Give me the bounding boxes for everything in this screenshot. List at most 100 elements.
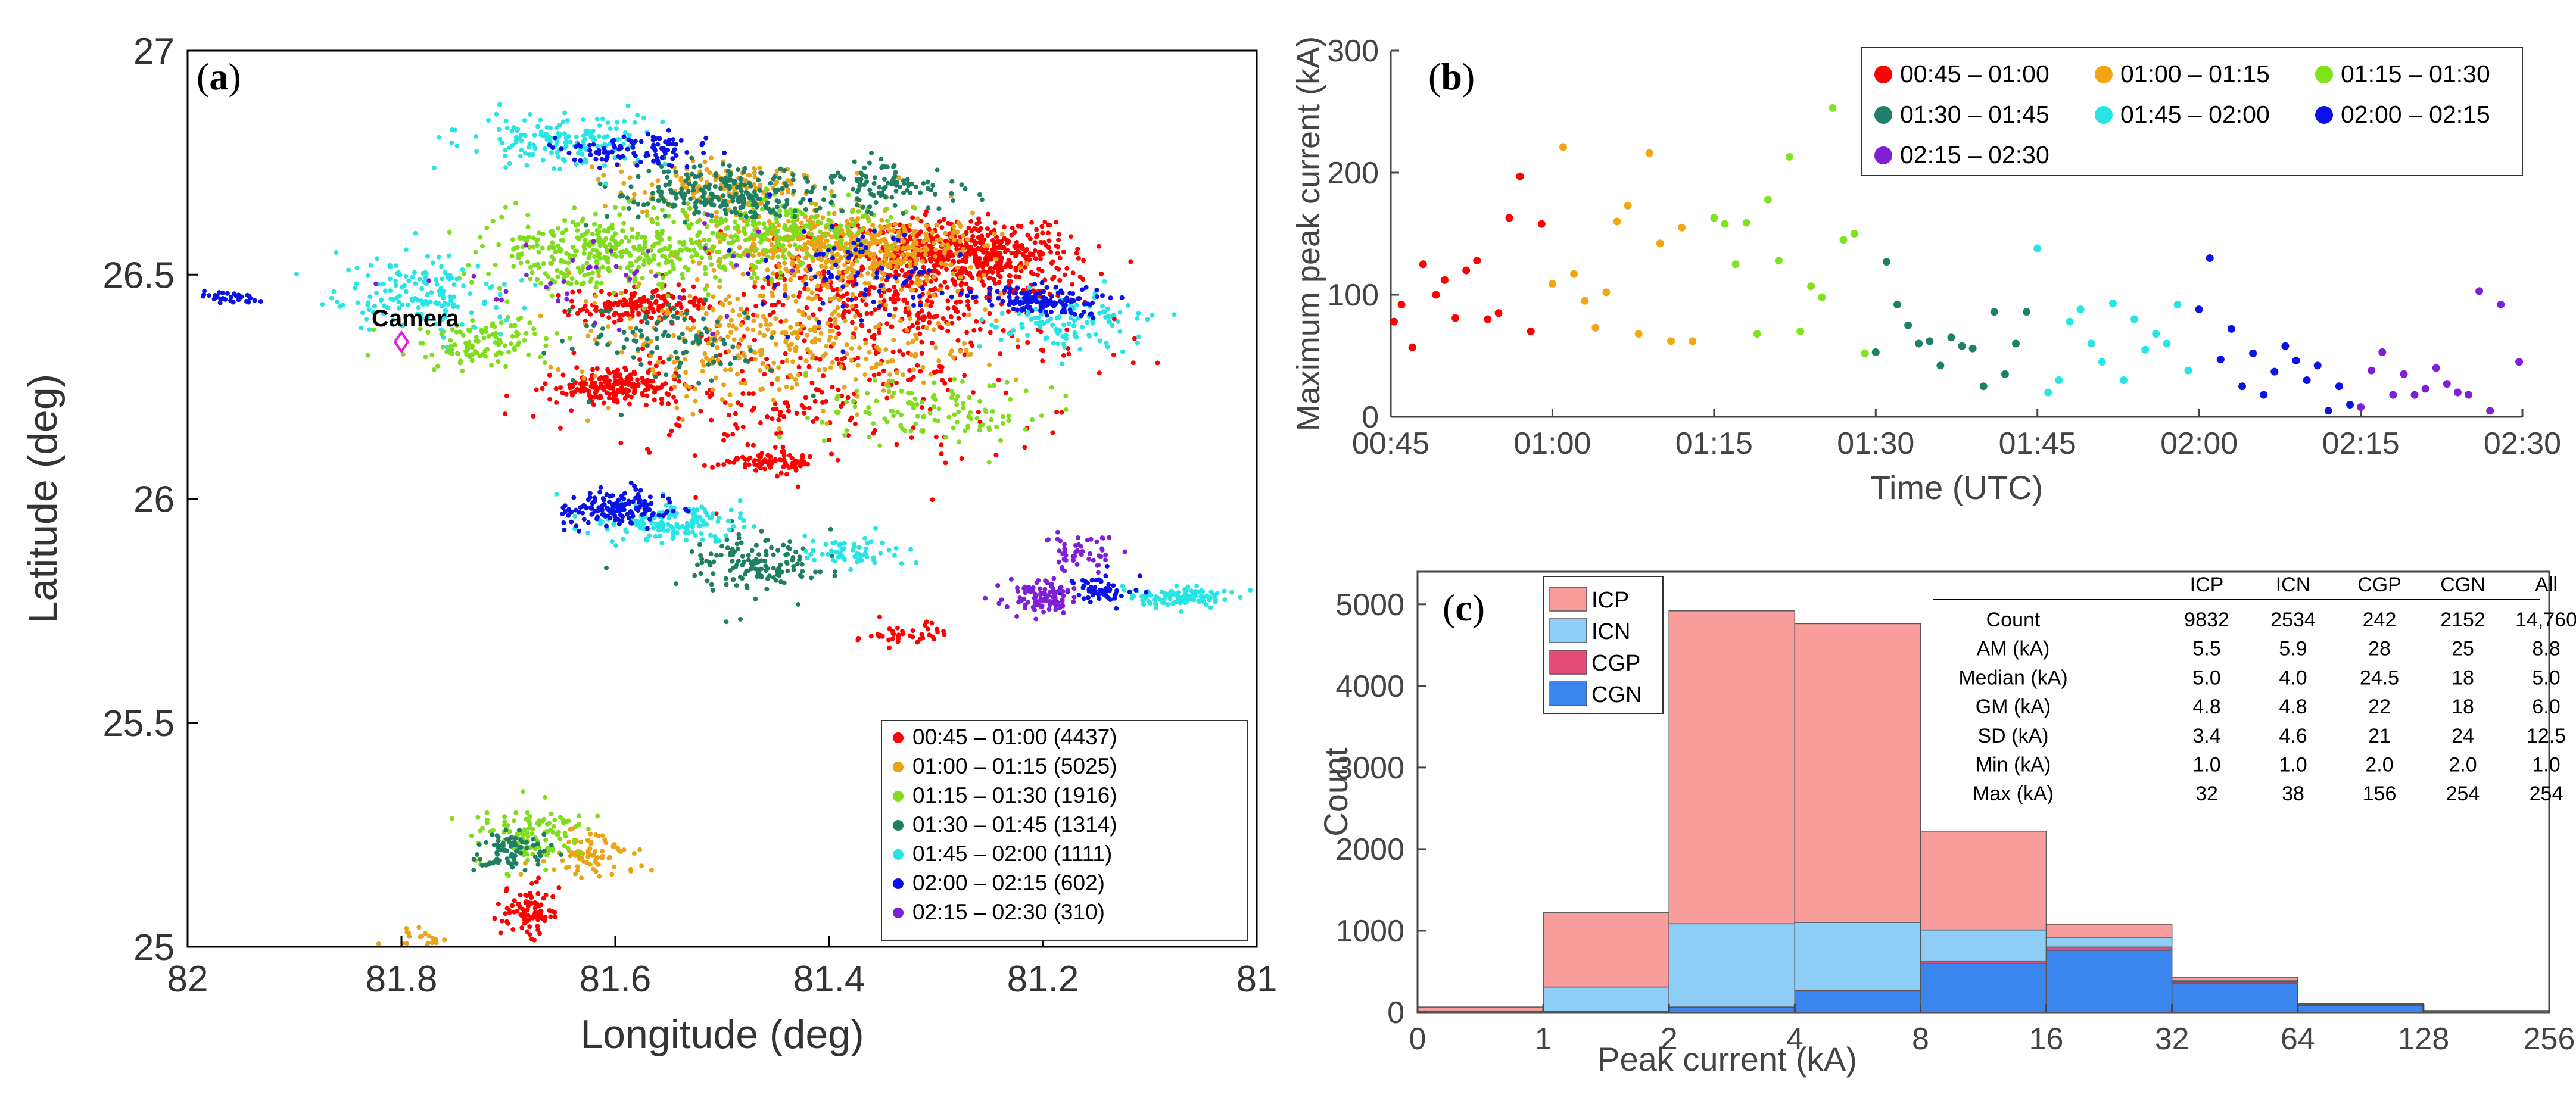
data-point xyxy=(710,230,715,236)
data-point xyxy=(882,176,887,182)
data-point xyxy=(954,419,960,425)
data-point xyxy=(1057,277,1063,283)
data-point xyxy=(510,903,515,908)
data-point xyxy=(621,297,627,303)
data-point xyxy=(792,214,798,219)
data-point xyxy=(535,124,540,129)
data-point xyxy=(479,328,484,333)
data-point xyxy=(613,126,619,132)
data-point xyxy=(750,328,756,332)
data-point xyxy=(1000,414,1005,419)
data-point xyxy=(562,259,567,264)
data-point xyxy=(873,378,878,383)
data-point xyxy=(657,385,662,391)
data-point xyxy=(1012,244,1017,249)
data-point xyxy=(631,338,637,344)
data-point xyxy=(753,202,759,207)
data-point xyxy=(780,249,786,254)
data-point xyxy=(547,373,552,378)
data-point xyxy=(606,315,612,320)
data-point xyxy=(774,220,780,225)
data-point xyxy=(955,230,960,235)
data-point xyxy=(580,152,585,157)
data-point xyxy=(907,223,912,228)
data-point xyxy=(906,305,911,311)
data-point xyxy=(644,209,650,214)
data-point xyxy=(929,188,934,192)
data-point xyxy=(681,288,686,293)
data-point xyxy=(640,376,645,381)
data-point xyxy=(694,519,699,525)
data-point xyxy=(683,530,688,535)
data-point xyxy=(848,417,853,423)
data-point xyxy=(712,194,717,199)
data-point xyxy=(726,294,731,299)
data-point xyxy=(680,276,686,281)
data-point xyxy=(1016,344,1020,350)
data-point xyxy=(970,390,976,395)
data-point xyxy=(666,213,671,219)
data-point xyxy=(631,199,636,205)
data-point xyxy=(493,335,499,340)
data-point xyxy=(973,299,979,304)
data-point xyxy=(560,119,566,124)
data-point xyxy=(542,794,547,800)
data-point xyxy=(813,202,818,207)
data-point xyxy=(504,299,510,304)
data-point xyxy=(784,472,789,477)
data-point xyxy=(702,237,707,242)
data-point xyxy=(527,814,532,819)
data-point xyxy=(836,258,842,263)
data-point xyxy=(713,173,718,179)
data-point xyxy=(659,541,665,546)
panel-a: 82 81.8 81.6 81.4 81.2 812525.52626.527Longit… xyxy=(20,31,1277,1057)
data-point xyxy=(864,302,869,307)
data-point xyxy=(694,277,700,282)
data-point xyxy=(734,456,740,460)
data-point xyxy=(1004,379,1010,385)
data-point xyxy=(476,339,481,344)
data-point xyxy=(946,414,952,420)
data-point xyxy=(465,346,470,351)
data-point xyxy=(753,214,759,219)
data-point xyxy=(583,237,588,242)
data-point xyxy=(849,216,854,222)
data-point xyxy=(929,300,935,305)
data-point xyxy=(972,226,977,231)
data-point xyxy=(712,534,718,539)
data-point xyxy=(644,336,650,342)
data-point xyxy=(702,351,708,356)
data-point xyxy=(725,545,730,551)
data-point xyxy=(832,228,837,233)
data-point xyxy=(651,525,656,531)
data-point xyxy=(596,251,601,256)
data-point xyxy=(919,308,924,314)
data-point xyxy=(788,224,793,230)
data-point xyxy=(743,381,748,386)
data-point xyxy=(859,323,864,328)
data-point xyxy=(503,343,508,348)
data-point xyxy=(1056,266,1061,272)
data-point xyxy=(728,241,733,245)
data-point xyxy=(915,326,921,331)
data-point xyxy=(805,347,810,352)
data-point xyxy=(818,263,824,269)
data-point xyxy=(784,560,789,565)
data-point xyxy=(454,329,459,335)
data-point xyxy=(722,207,728,213)
data-point xyxy=(649,182,655,188)
data-point xyxy=(1014,239,1019,245)
data-point xyxy=(941,217,946,222)
data-point xyxy=(924,325,929,330)
data-point xyxy=(586,255,591,261)
data-point xyxy=(952,376,957,382)
data-point xyxy=(778,430,783,435)
data-point xyxy=(786,251,792,256)
data-point xyxy=(818,287,823,292)
data-point xyxy=(896,175,902,180)
data-point xyxy=(784,463,789,468)
data-point xyxy=(783,351,788,356)
data-point xyxy=(790,261,795,267)
data-point xyxy=(514,849,519,854)
data-point xyxy=(651,253,656,258)
